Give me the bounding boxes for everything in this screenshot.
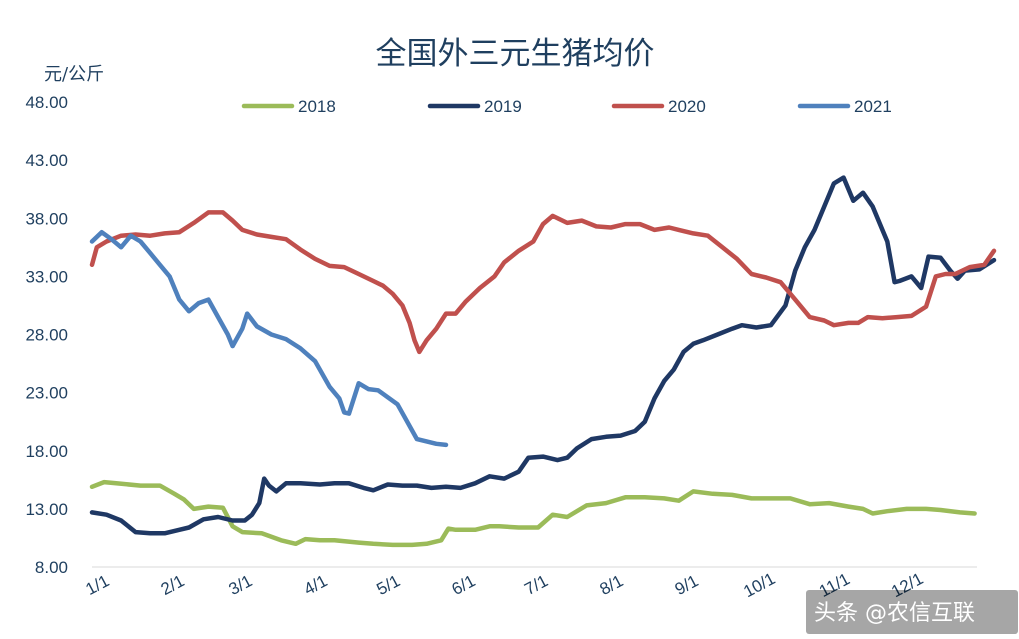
series-lines	[89, 175, 997, 548]
y-tick-label: 13.00	[25, 500, 68, 519]
x-tick-label: 3/1	[226, 571, 256, 599]
x-tick-label: 7/1	[521, 571, 551, 599]
y-axis-ticks: 48.00 43.00 38.00 33.00 28.00 23.00 18.00 13.00…	[25, 93, 68, 577]
legend-label-2018: 2018	[298, 97, 336, 116]
x-tick-label: 9/1	[672, 571, 702, 599]
x-tick-label: 8/1	[597, 571, 627, 599]
y-tick-label: 18.00	[25, 442, 68, 461]
x-tick-label: 1/1	[83, 571, 113, 599]
y-tick-label: 23.00	[25, 384, 68, 403]
y-tick-label: 33.00	[25, 267, 68, 286]
y-tick-label: 38.00	[25, 209, 68, 228]
legend-label-2019: 2019	[484, 97, 522, 116]
x-tick-label: 2/1	[158, 571, 188, 599]
y-axis-unit-label: 元/公斤	[44, 64, 104, 85]
series-line-2021	[89, 229, 449, 448]
y-tick-label: 8.00	[35, 558, 68, 577]
watermark-text: 头条 @农信互联	[814, 601, 975, 626]
legend: 2018 2019 2020 2021	[241, 97, 892, 116]
chart-title: 全国外三元生猪均价	[376, 36, 655, 72]
y-tick-label: 48.00	[25, 93, 68, 112]
legend-label-2020: 2020	[668, 97, 706, 116]
x-tick-label: 5/1	[373, 571, 403, 599]
x-tick-label: 4/1	[301, 571, 331, 599]
x-tick-label: 10/1	[740, 569, 778, 601]
legend-label-2021: 2021	[854, 97, 892, 116]
x-tick-label: 6/1	[449, 571, 479, 599]
series-line-2020	[89, 210, 997, 355]
y-tick-label: 28.00	[25, 326, 68, 345]
series-line-2018	[89, 479, 977, 548]
y-tick-label: 43.00	[25, 151, 68, 170]
x-axis-ticks: 1/1 2/1 3/1 4/1 5/1 6/1 7/1 8/1 9/1 10/1 11/1 12/1	[83, 569, 927, 601]
series-line-2019	[89, 175, 997, 536]
watermark: 头条 @农信互联	[806, 590, 1018, 634]
watermark-background	[806, 590, 1018, 634]
